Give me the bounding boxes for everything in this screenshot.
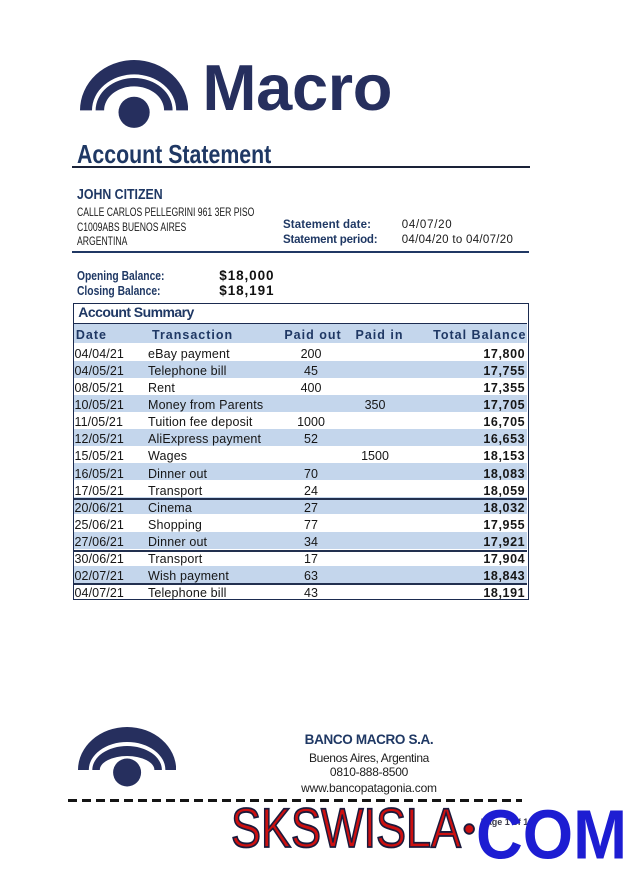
svg-text:COM: COM xyxy=(476,798,624,868)
svg-text:SKSWISLA: SKSWISLA xyxy=(231,798,462,859)
